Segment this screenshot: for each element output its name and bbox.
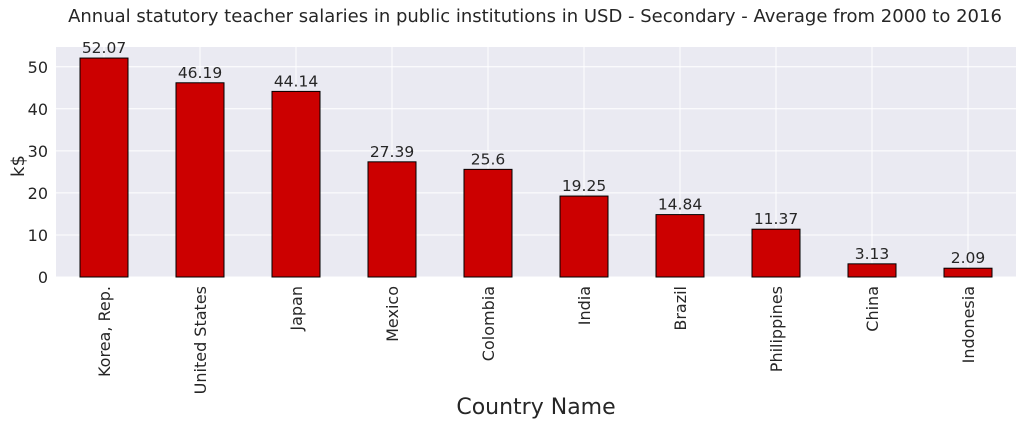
- bar: [847, 263, 897, 278]
- x-tick-label: United States: [191, 286, 210, 394]
- data-label: 2.09: [951, 249, 986, 267]
- bar: [751, 228, 801, 278]
- data-label: 27.39: [370, 143, 414, 161]
- bar: [79, 57, 129, 278]
- x-tick-label: Japan: [287, 286, 306, 332]
- bar: [463, 168, 513, 278]
- data-label: 46.19: [178, 64, 222, 82]
- bar: [175, 82, 225, 278]
- x-tick-label: Brazil: [671, 286, 690, 331]
- data-label: 14.84: [658, 196, 702, 214]
- bar: [943, 267, 993, 278]
- x-tick-label: Colombia: [479, 286, 498, 361]
- data-label: 11.37: [754, 210, 798, 228]
- x-tick-label: China: [863, 286, 882, 332]
- bar: [271, 90, 321, 278]
- data-label: 44.14: [274, 72, 318, 90]
- bar: [655, 214, 705, 278]
- data-label: 25.6: [471, 150, 506, 168]
- y-tick-label: 50: [28, 58, 48, 77]
- x-tick-label: Philippines: [767, 286, 786, 372]
- bar: [559, 195, 609, 278]
- x-tick-label: India: [575, 286, 594, 325]
- y-tick-label: 10: [28, 226, 48, 245]
- y-tick-label: 30: [28, 142, 48, 161]
- data-label: 19.25: [562, 177, 606, 195]
- y-tick-label: 40: [28, 100, 48, 119]
- chart-title: Annual statutory teacher salaries in pub…: [68, 6, 1002, 27]
- x-axis-label: Country Name: [456, 395, 615, 420]
- x-tick-label: Korea, Rep.: [95, 286, 114, 377]
- data-label: 3.13: [855, 245, 890, 263]
- y-tick-label: 20: [28, 184, 48, 203]
- data-label: 52.07: [82, 39, 126, 57]
- x-tick-label: Indonesia: [959, 286, 978, 363]
- x-tick-label: Mexico: [383, 286, 402, 342]
- y-tick-label: 0: [38, 268, 48, 287]
- y-axis-label: k$: [8, 155, 29, 177]
- bar: [367, 161, 417, 278]
